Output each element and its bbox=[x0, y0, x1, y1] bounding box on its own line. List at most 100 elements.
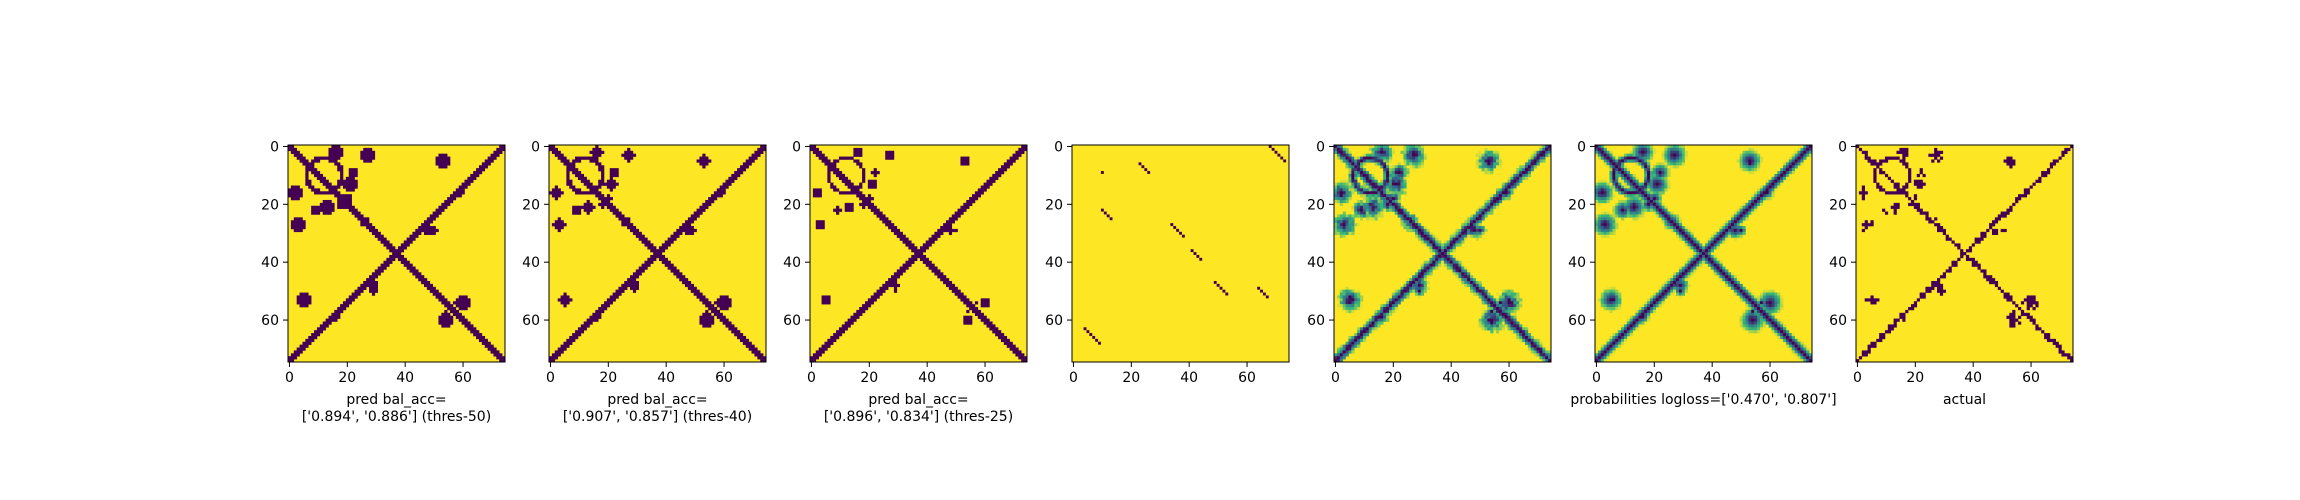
heatmap-cell bbox=[1783, 171, 1787, 175]
heatmap-cell bbox=[836, 330, 840, 334]
heatmap-cell bbox=[1603, 234, 1607, 238]
heatmap-cell bbox=[716, 188, 721, 192]
heatmap-cell bbox=[299, 153, 303, 157]
heatmap-cell bbox=[1621, 217, 1625, 221]
heatmap-cell bbox=[859, 162, 863, 166]
heatmap-cell bbox=[1438, 249, 1442, 253]
x-tick-label: 20 bbox=[1122, 370, 1140, 386]
heatmap-cell bbox=[928, 266, 932, 270]
heatmap-cell bbox=[1730, 278, 1735, 282]
heatmap-cell bbox=[1603, 150, 1607, 154]
heatmap-cell bbox=[1417, 283, 1422, 288]
heatmap-cell bbox=[1765, 289, 1769, 293]
heatmap-cell bbox=[1386, 208, 1390, 212]
heatmap-cell bbox=[1655, 199, 1659, 204]
heatmap-cell bbox=[1690, 234, 1694, 238]
heatmap-cell bbox=[722, 301, 726, 305]
heatmap-cell bbox=[1018, 356, 1022, 360]
heatmap-cell bbox=[641, 263, 645, 267]
heatmap-cell bbox=[554, 147, 558, 152]
heatmap-cell bbox=[363, 223, 367, 227]
heatmap-cell bbox=[1397, 179, 1401, 183]
heatmap-cell bbox=[1759, 292, 1764, 296]
heatmap-cell bbox=[499, 359, 503, 363]
heatmap-cell bbox=[1458, 234, 1462, 238]
heatmap-cell bbox=[1464, 272, 1468, 276]
heatmap-cell bbox=[1606, 226, 1610, 230]
heatmap-cell bbox=[867, 304, 872, 308]
heatmap-cell bbox=[676, 272, 680, 276]
heatmap-cell bbox=[1681, 278, 1685, 282]
heatmap-cell bbox=[348, 185, 352, 189]
heatmap-cell bbox=[493, 150, 497, 154]
heatmap-cell bbox=[1533, 344, 1537, 348]
heatmap-cell bbox=[1095, 338, 1099, 342]
heatmap-cell bbox=[1420, 272, 1424, 276]
heatmap-cell bbox=[1742, 150, 1746, 154]
heatmap-cell bbox=[948, 220, 953, 224]
heatmap-cell bbox=[444, 298, 448, 302]
heatmap-cell bbox=[1380, 211, 1384, 215]
heatmap-cell bbox=[824, 344, 828, 348]
heatmap-cell bbox=[974, 191, 979, 195]
heatmap-cell bbox=[1368, 188, 1372, 192]
heatmap-cell bbox=[290, 191, 295, 195]
heatmap-cell bbox=[1652, 171, 1657, 175]
heatmap-cell bbox=[366, 280, 370, 285]
heatmap-cell bbox=[1615, 301, 1619, 305]
heatmap-cell bbox=[682, 275, 686, 279]
heatmap-cell bbox=[586, 205, 590, 209]
heatmap-cell bbox=[943, 278, 947, 282]
heatmap-cell bbox=[1513, 301, 1517, 305]
heatmap-cell bbox=[1461, 234, 1465, 238]
heatmap-cell bbox=[1667, 168, 1671, 172]
heatmap-cell bbox=[1475, 286, 1479, 290]
heatmap-cell bbox=[1748, 208, 1752, 212]
heatmap-cell bbox=[1501, 301, 1506, 305]
heatmap-cell bbox=[1788, 173, 1793, 178]
heatmap-cell bbox=[1676, 231, 1680, 235]
heatmap-cell bbox=[1501, 295, 1506, 299]
heatmap-cell bbox=[1644, 191, 1648, 195]
heatmap-cell bbox=[1435, 246, 1439, 250]
heatmap-cell bbox=[319, 202, 324, 207]
heatmap-cell bbox=[1441, 252, 1445, 256]
heatmap-cell bbox=[963, 295, 967, 299]
heatmap-cell bbox=[899, 234, 903, 238]
heatmap-cell bbox=[1490, 162, 1494, 166]
heatmap-cell bbox=[1481, 159, 1485, 163]
heatmap-cell bbox=[1354, 295, 1358, 299]
heatmap-cell bbox=[1403, 185, 1407, 189]
heatmap-cell bbox=[719, 185, 723, 189]
heatmap-cell bbox=[1644, 194, 1648, 198]
heatmap-cell bbox=[1380, 304, 1384, 308]
heatmap-cell bbox=[1667, 153, 1671, 157]
heatmap-cell bbox=[1678, 220, 1683, 224]
heatmap-cell bbox=[627, 283, 631, 288]
heatmap-cell bbox=[580, 205, 585, 209]
heatmap-cell bbox=[1386, 168, 1390, 172]
heatmap-cell bbox=[1374, 153, 1378, 157]
heatmap-cell bbox=[345, 182, 350, 186]
heatmap-cell bbox=[1667, 211, 1671, 215]
heatmap-cell bbox=[1687, 231, 1691, 235]
heatmap-cell bbox=[1339, 298, 1343, 302]
x-axis-label: pred bal_acc= bbox=[607, 392, 707, 408]
heatmap-cell bbox=[609, 173, 613, 178]
heatmap-cell bbox=[1464, 280, 1468, 285]
heatmap-cell bbox=[1516, 171, 1520, 175]
heatmap-cell bbox=[1498, 188, 1503, 192]
heatmap-cell bbox=[366, 150, 370, 154]
heatmap-cell bbox=[980, 312, 984, 317]
heatmap-cell bbox=[1647, 301, 1651, 305]
heatmap-cell bbox=[1765, 179, 1769, 183]
heatmap-cell bbox=[1739, 226, 1743, 230]
heatmap-cell bbox=[1751, 301, 1755, 305]
heatmap-cell bbox=[1374, 145, 1378, 149]
heatmap-cell bbox=[1612, 298, 1616, 302]
heatmap-cell bbox=[888, 150, 892, 154]
heatmap-cell bbox=[1612, 194, 1616, 198]
heatmap-cell bbox=[1754, 194, 1758, 198]
heatmap-cell bbox=[1484, 318, 1488, 322]
